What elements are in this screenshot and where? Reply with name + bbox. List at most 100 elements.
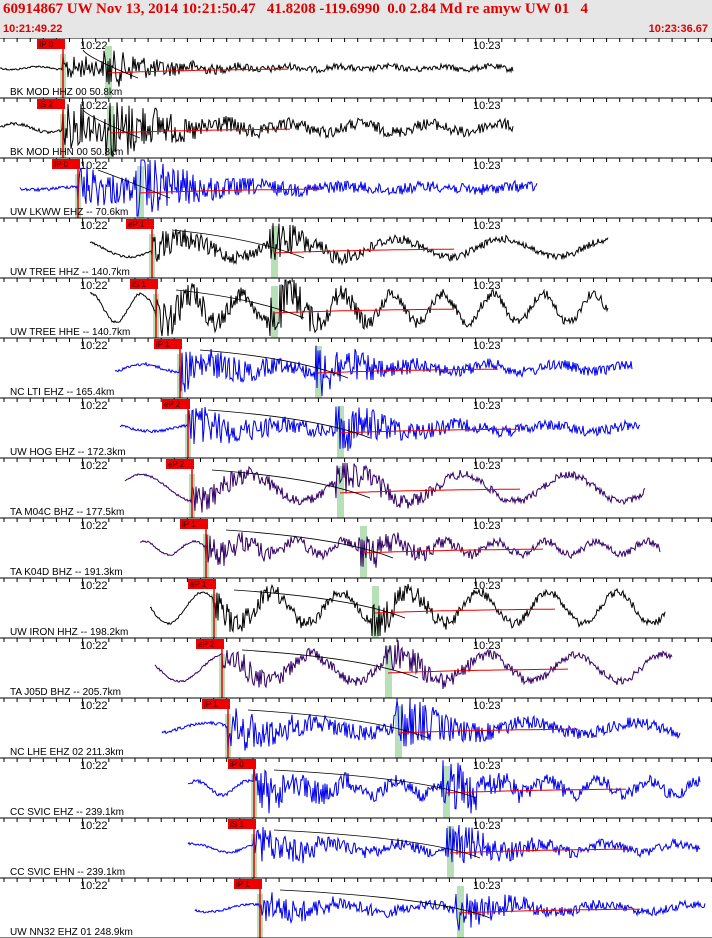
travel-time-curve [273,829,481,859]
coda-fit [362,548,544,554]
pick-label: iP 1 [182,520,196,529]
tick-label-1023: 10:23 [473,340,501,352]
tick-label-1023: 10:23 [473,700,501,712]
pick-box [52,159,80,169]
station-label: CC SVIC EHZ -- 239.1km [10,807,124,818]
station-label: UW IRON HHZ -- 198.2km [10,627,128,638]
tick-label-1022: 10:22 [80,640,108,652]
waveform-trace [187,760,701,814]
pick-box [228,759,256,769]
pick-label: iP 1 [236,880,250,889]
station-label: TA J05D BHZ -- 205.7km [10,687,121,698]
pick-box [130,279,158,289]
pick-label: iP 1 [204,700,218,709]
tick-label-1022: 10:22 [80,460,108,472]
pick-label: eP 2 [164,400,181,409]
pick-label: iS 1 [230,820,244,829]
coda-fit [339,488,521,494]
coda-fit [459,908,641,914]
tick-label-1023: 10:23 [473,400,501,412]
pick-label: eP 2 [168,460,185,469]
tick-label-1022: 10:22 [80,220,108,232]
pick-label: eP 1 [128,220,145,229]
travel-time-curve [273,769,477,799]
tick-label-1022: 10:22 [80,820,108,832]
pick-label: IP 0 [39,40,54,49]
tick-label-1023: 10:23 [473,100,501,112]
start-time: 10:21:49.22 [3,23,63,35]
waveform-trace [89,279,609,337]
tick-label-1023: 10:23 [473,40,501,52]
travel-time-curve [207,409,371,439]
tick-label-1022: 10:22 [80,580,108,592]
pick-label: eP 1 [190,580,207,589]
event-title: 60914867 UW Nov 13, 2014 10:21:50.47 41.… [3,1,588,17]
waveform-trace [119,406,641,452]
tick-label-1022: 10:22 [80,520,108,532]
travel-time-curve [241,649,419,679]
station-label: BK MOD HHZ 00 50.8km [10,87,122,98]
pick-box [196,639,224,649]
travel-time-curve [233,589,406,619]
waveform-trace [140,531,661,568]
travel-time-curve [82,109,141,139]
tick-label-1023: 10:23 [473,760,501,772]
tick-label-1023: 10:23 [473,820,501,832]
travel-time-curve [171,229,305,259]
tick-label-1022: 10:22 [80,400,108,412]
coda-fit [107,68,289,74]
pick-box [180,519,208,529]
tick-label-1023: 10:23 [473,220,501,232]
station-label: CC SVIC EHN -- 239.1km [10,867,125,878]
seismogram-panel: 10:22 10:23 IP 0 BK MOD HHZ 00 50.8km 10:22 1… [0,38,712,938]
station-label: NC LTI EHZ -- 165.4km [10,387,114,398]
event-header: 60914867 UW Nov 13, 2014 10:21:50.47 41.… [0,0,712,38]
s-window [447,826,454,878]
coda-fit [397,728,579,734]
tick-label-1023: 10:23 [473,640,501,652]
pick-box [126,219,154,229]
pick-box [188,579,216,589]
tick-label-1023: 10:23 [473,160,501,172]
pick-box [37,99,65,109]
s-window [457,886,464,938]
travel-time-curve [211,469,371,499]
waveform-trace [194,892,706,931]
tick-label-1022: 10:22 [80,100,108,112]
waveform-trace [161,699,681,751]
station-label: UW NN32 EHZ 01 248.9km [10,927,133,938]
pick-label: IP 0 [54,160,69,169]
travel-time-curve [247,709,429,739]
end-time: 10:23:36.67 [648,23,708,35]
waveform-trace [0,50,514,87]
coda-fit [374,608,556,614]
tick-label-1022: 10:22 [80,880,108,892]
tick-label-1022: 10:22 [80,280,108,292]
tick-label-1022: 10:22 [80,160,108,172]
travel-time-curve [225,529,394,559]
tick-label-1023: 10:23 [473,580,501,592]
tick-label-1022: 10:22 [80,340,108,352]
coda-fit [317,368,499,374]
s-window [137,166,144,218]
waveform-trace [149,583,666,637]
tick-label-1022: 10:22 [80,700,108,712]
pick-box [166,459,194,469]
waveform-trace [154,640,673,690]
waveform-trace [187,824,701,864]
travel-time-curve [199,349,349,379]
travel-time-curve [97,169,171,199]
tick-label-1022: 10:22 [80,760,108,772]
tick-label-1023: 10:23 [473,460,501,472]
pick-label: iS 1 [132,280,146,289]
waveform-trace [0,102,514,157]
coda-fit [273,248,455,254]
station-label: UW TREE HHE -- 140.7km [10,327,130,338]
waveform-trace [19,159,538,217]
tick-label-1023: 10:23 [473,280,501,292]
waveform-trace [124,462,646,513]
coda-fit [449,848,631,854]
s-window [372,586,379,638]
s-window [315,346,322,398]
travel-time-curve [175,289,305,319]
